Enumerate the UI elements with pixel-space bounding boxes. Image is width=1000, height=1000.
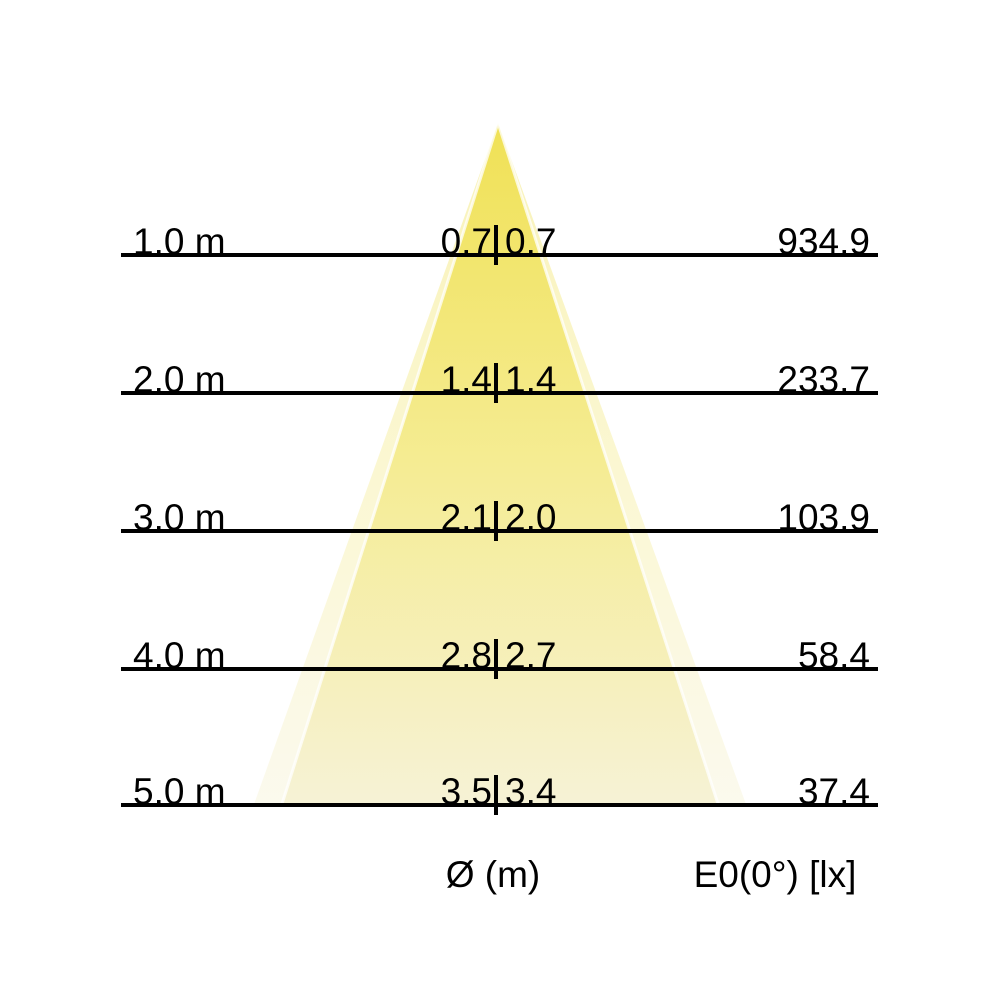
cone-left-edge-highlight	[279, 122, 500, 808]
center-tick	[494, 775, 498, 815]
center-tick	[494, 225, 498, 265]
distance-row-1m: 1.0 m 0.7 0.7 934.9	[0, 207, 1000, 265]
illuminance-axis-label: E0(0°) [lx]	[693, 854, 857, 895]
distance-line	[121, 803, 878, 807]
axis-labels: Ø (m) E0(0°) [lx]	[0, 856, 1000, 906]
distance-row-2m: 2.0 m 1.4 1.4 233.7	[0, 345, 1000, 403]
center-tick	[494, 363, 498, 403]
diameter-axis-label: Ø (m)	[445, 854, 541, 895]
center-tick	[494, 639, 498, 679]
center-tick	[494, 501, 498, 541]
distance-row-4m: 4.0 m 2.8 2.7 58.4	[0, 621, 1000, 679]
distance-row-3m: 3.0 m 2.1 2.0 103.9	[0, 483, 1000, 541]
distance-row-5m: 5.0 m 3.5 3.4 37.4	[0, 757, 1000, 815]
distance-line	[121, 391, 878, 395]
light-cone-inner-beam	[281, 123, 719, 807]
distance-line	[121, 667, 878, 671]
distance-line	[121, 253, 878, 257]
cone-right-edge-highlight	[496, 122, 721, 808]
distance-line	[121, 529, 878, 533]
